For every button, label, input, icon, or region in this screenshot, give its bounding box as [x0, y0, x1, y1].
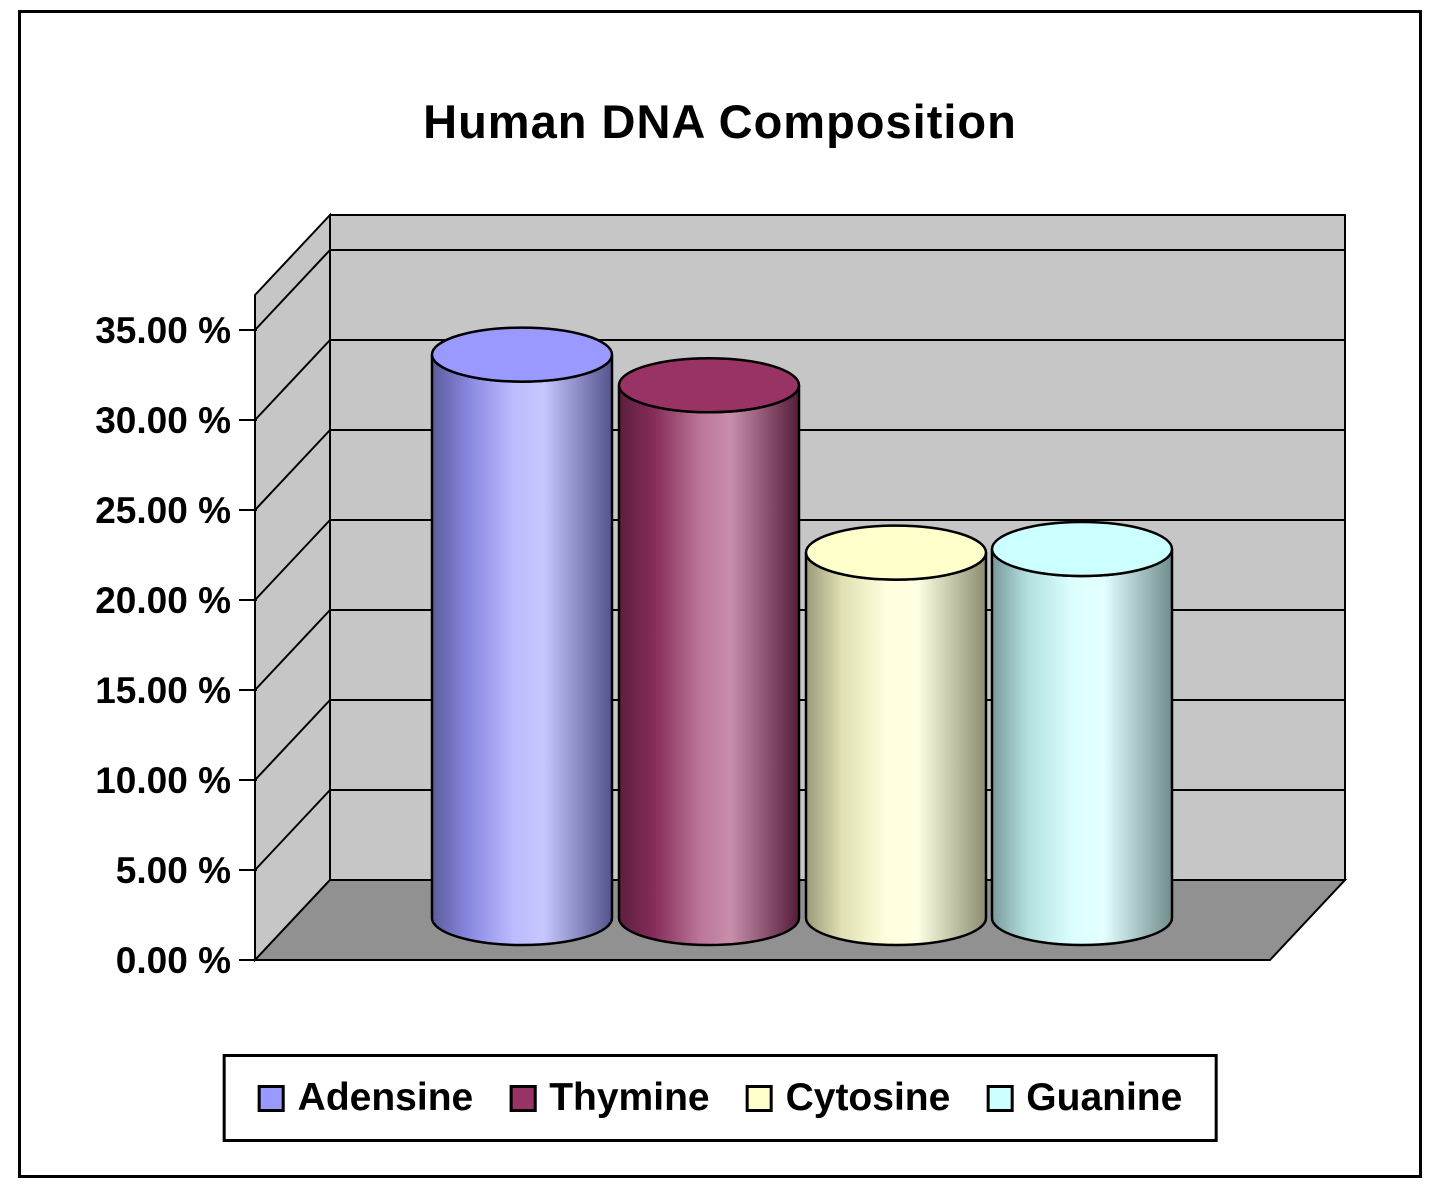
gridline-side	[254, 249, 331, 331]
cylinder-body-adensine	[430, 354, 614, 947]
gridline-side	[254, 699, 331, 781]
y-axis-label: 5.00 %	[116, 850, 231, 891]
chart-title: Human DNA Composition	[423, 95, 1017, 148]
y-axis-label: 15.00 %	[95, 670, 231, 711]
legend-label: Guanine	[1026, 1076, 1183, 1119]
cylinder-top-thymine	[617, 356, 801, 414]
y-axis-label: 30.00 %	[95, 400, 231, 441]
gridline-side	[254, 339, 331, 421]
legend-item-adensine: Adensine	[257, 1076, 474, 1120]
gridline-side	[254, 429, 331, 511]
cylinder-body-thymine	[617, 385, 801, 947]
legend-item-thymine: Thymine	[509, 1076, 710, 1120]
legend-item-cytosine: Cytosine	[745, 1076, 951, 1120]
legend-label: Adensine	[297, 1076, 474, 1119]
cylinder-body-cytosine	[804, 552, 988, 947]
y-axis-label: 25.00 %	[95, 490, 231, 531]
legend-label: Thymine	[549, 1076, 710, 1119]
legend-swatch-guanine	[986, 1084, 1014, 1112]
y-axis-label: 35.00 %	[95, 310, 231, 351]
legend-swatch-thymine	[509, 1084, 537, 1112]
legend-swatch-cytosine	[745, 1084, 773, 1112]
gridline-side	[254, 609, 331, 691]
legend: Adensine Thymine Cytosine Guanine	[222, 1054, 1218, 1142]
legend-item-guanine: Guanine	[986, 1076, 1182, 1120]
cylinder-top-cytosine	[804, 524, 988, 581]
y-axis-label: 0.00 %	[116, 940, 231, 981]
y-axis-label: 20.00 %	[95, 580, 231, 621]
cylinder-top-adensine	[430, 326, 614, 383]
gridline-side	[254, 519, 331, 601]
cylinder-top-guanine	[990, 520, 1174, 578]
gridline-side	[254, 789, 331, 871]
y-axis-label: 10.00 %	[95, 760, 231, 801]
cylinder-body-guanine	[990, 548, 1174, 947]
legend-label: Cytosine	[785, 1076, 951, 1119]
legend-swatch-adensine	[257, 1084, 285, 1112]
